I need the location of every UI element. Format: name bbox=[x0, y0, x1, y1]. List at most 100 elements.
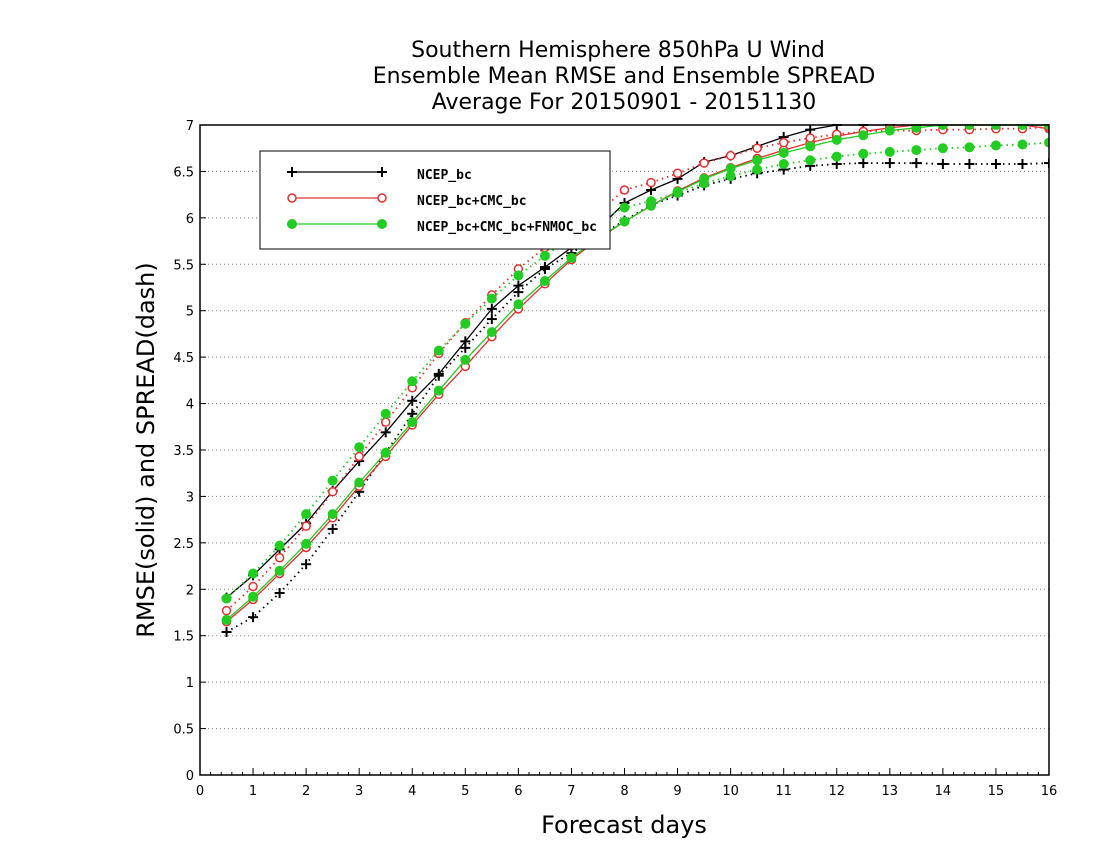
y-tick-label: 4.5 bbox=[173, 351, 194, 366]
point-ncep-bc-spread bbox=[858, 158, 869, 169]
point-ncep-bc-cmc-bc-fnmoc-bc-spread bbox=[964, 142, 975, 153]
point-ncep-bc-spread bbox=[327, 523, 338, 534]
point-ncep-bc-spread bbox=[221, 627, 232, 637]
x-tick-label: 8 bbox=[620, 784, 628, 799]
point-ncep-bc-cmc-bc-fnmoc-bc-rmse bbox=[566, 252, 577, 263]
chart-title: Southern Hemisphere 850hPa U Wind Ensemb… bbox=[373, 38, 876, 115]
legend-marker-ncep-bc bbox=[377, 167, 387, 177]
point-ncep-bc-spread bbox=[513, 287, 524, 298]
point-ncep-bc-cmc-bc-fnmoc-bc-rmse bbox=[831, 134, 842, 145]
point-ncep-bc-cmc-bc-fnmoc-bc-spread bbox=[1017, 139, 1028, 150]
point-ncep-bc-rmse bbox=[407, 395, 418, 406]
y-axis-label: RMSE(solid) and SPREAD(dash) bbox=[132, 262, 160, 638]
series-line-ncep-bc-spread bbox=[226, 162, 1049, 633]
x-tick-label: 16 bbox=[1041, 784, 1058, 799]
title-line-1: Southern Hemisphere 850hPa U Wind bbox=[411, 38, 825, 63]
point-ncep-bc-cmc-bc-fnmoc-bc-spread bbox=[911, 145, 922, 156]
point-ncep-bc-rmse bbox=[380, 427, 391, 438]
point-ncep-bc-spread bbox=[274, 588, 285, 598]
point-ncep-bc-cmc-bc-spread bbox=[380, 417, 391, 427]
point-ncep-bc-cmc-bc-fnmoc-bc-rmse bbox=[221, 614, 232, 625]
point-ncep-bc-cmc-bc-fnmoc-bc-spread bbox=[778, 159, 789, 169]
point-ncep-bc-spread bbox=[539, 263, 550, 274]
point-ncep-bc-cmc-bc-fnmoc-bc-rmse bbox=[407, 417, 418, 428]
point-ncep-bc-cmc-bc-fnmoc-bc-rmse bbox=[380, 447, 391, 458]
point-ncep-bc-cmc-bc-fnmoc-bc-rmse bbox=[274, 565, 285, 576]
y-axis: 0 0.5 1 1.5 2 2.5 3 3.5 4 4.5 5 5.5 6 6.5 7 bbox=[173, 119, 206, 784]
x-tick-label: 13 bbox=[882, 784, 899, 799]
point-ncep-bc-cmc-bc-fnmoc-bc-spread bbox=[646, 196, 657, 207]
point-ncep-bc-cmc-bc-fnmoc-bc-spread bbox=[513, 270, 524, 281]
x-tick-label: 6 bbox=[514, 784, 522, 799]
point-ncep-bc-cmc-bc-fnmoc-bc-spread bbox=[460, 318, 471, 329]
point-ncep-bc-cmc-bc-fnmoc-bc-spread bbox=[407, 376, 418, 387]
point-ncep-bc-cmc-bc-fnmoc-bc-spread bbox=[990, 140, 1001, 151]
x-tick-label: 3 bbox=[355, 784, 363, 799]
y-tick-label: 6 bbox=[186, 212, 194, 227]
x-tick-label: 12 bbox=[828, 784, 845, 799]
legend-label-ncep-cmc-fnmoc: NCEP_bc+CMC_bc+FNMOC_bc bbox=[417, 220, 597, 235]
x-tick-label: 4 bbox=[408, 784, 416, 799]
point-ncep-bc-cmc-bc-spread bbox=[354, 451, 364, 462]
y-tick-label: 6.5 bbox=[173, 165, 194, 180]
point-ncep-bc-cmc-bc-fnmoc-bc-rmse bbox=[301, 538, 312, 549]
point-ncep-bc-cmc-bc-fnmoc-bc-rmse bbox=[433, 385, 444, 396]
point-ncep-bc-cmc-bc-fnmoc-bc-spread bbox=[301, 509, 312, 520]
y-tick-label: 0 bbox=[186, 769, 194, 784]
point-ncep-bc-spread bbox=[460, 342, 471, 353]
point-ncep-bc-cmc-bc-fnmoc-bc-spread bbox=[805, 155, 816, 166]
point-ncep-bc-spread bbox=[964, 159, 975, 169]
point-ncep-bc-spread bbox=[884, 158, 895, 169]
y-tick-label: 4 bbox=[186, 398, 194, 413]
x-tick-label: 9 bbox=[673, 784, 681, 799]
point-ncep-bc-cmc-bc-spread bbox=[248, 581, 258, 592]
point-ncep-bc-cmc-bc-fnmoc-bc-rmse bbox=[619, 216, 630, 227]
x-tick-label: 11 bbox=[775, 784, 792, 799]
point-ncep-bc-cmc-bc-spread bbox=[805, 133, 815, 143]
point-ncep-bc-spread bbox=[301, 559, 312, 570]
point-ncep-bc-cmc-bc-fnmoc-bc-rmse bbox=[778, 147, 789, 158]
point-ncep-bc-cmc-bc-fnmoc-bc-spread bbox=[725, 171, 736, 182]
point-ncep-bc-cmc-bc-fnmoc-bc-spread bbox=[937, 143, 948, 154]
legend-marker-ncep-bc-cmc-bc-fnmoc-bc bbox=[287, 219, 297, 229]
point-ncep-bc-spread bbox=[407, 408, 418, 419]
point-ncep-bc-cmc-bc-fnmoc-bc-spread bbox=[672, 187, 683, 198]
point-ncep-bc-cmc-bc-fnmoc-bc-spread bbox=[354, 442, 365, 453]
y-tick-label: 7 bbox=[186, 119, 194, 134]
point-ncep-bc-cmc-bc-fnmoc-bc-spread bbox=[274, 540, 285, 551]
point-ncep-bc-cmc-bc-fnmoc-bc-spread bbox=[486, 293, 497, 304]
point-ncep-bc-cmc-bc-spread bbox=[221, 605, 232, 616]
point-ncep-bc-cmc-bc-spread bbox=[274, 552, 285, 563]
legend-label-ncep-bc: NCEP_bc bbox=[417, 168, 472, 183]
y-tick-label: 5 bbox=[186, 305, 194, 320]
x-tick-label: 7 bbox=[567, 784, 575, 799]
point-ncep-bc-cmc-bc-spread bbox=[699, 158, 709, 168]
legend: NCEP_bc NCEP_bc+CMC_bc NCEP_bc+CMC_bc+FN… bbox=[259, 150, 611, 250]
point-ncep-bc-cmc-bc-fnmoc-bc-spread bbox=[539, 250, 550, 261]
point-ncep-bc-rmse bbox=[486, 303, 497, 314]
point-ncep-bc-spread bbox=[1017, 159, 1028, 169]
point-ncep-bc-cmc-bc-fnmoc-bc-spread bbox=[327, 475, 338, 486]
x-tick-label: 2 bbox=[302, 784, 310, 799]
point-ncep-bc-cmc-bc-spread bbox=[327, 487, 338, 497]
y-tick-label: 0.5 bbox=[173, 723, 194, 738]
point-ncep-bc-spread bbox=[248, 612, 259, 623]
y-tick-label: 3.5 bbox=[173, 444, 194, 459]
x-tick-label: 15 bbox=[988, 784, 1005, 799]
point-ncep-bc-cmc-bc-fnmoc-bc-spread bbox=[248, 568, 259, 579]
point-ncep-bc-cmc-bc-fnmoc-bc-spread bbox=[831, 151, 842, 162]
point-ncep-bc-cmc-bc-spread bbox=[301, 521, 311, 531]
x-tick-label: 1 bbox=[249, 784, 257, 799]
point-ncep-bc-cmc-bc-fnmoc-bc-rmse bbox=[752, 155, 763, 166]
x-tick-label: 5 bbox=[461, 784, 469, 799]
point-ncep-bc-spread bbox=[486, 314, 497, 325]
point-ncep-bc-cmc-bc-fnmoc-bc-rmse bbox=[248, 591, 259, 602]
point-ncep-bc-cmc-bc-fnmoc-bc-spread bbox=[699, 178, 710, 189]
point-ncep-bc-cmc-bc-spread bbox=[646, 177, 656, 188]
point-ncep-bc-cmc-bc-spread bbox=[725, 150, 736, 161]
legend-marker-ncep-bc-cmc-bc bbox=[287, 193, 297, 203]
y-tick-label: 2.5 bbox=[173, 537, 194, 552]
point-ncep-bc-cmc-bc-fnmoc-bc-rmse bbox=[539, 276, 550, 286]
y-tick-label: 1 bbox=[186, 676, 194, 691]
point-ncep-bc-cmc-bc-fnmoc-bc-rmse bbox=[513, 299, 524, 310]
